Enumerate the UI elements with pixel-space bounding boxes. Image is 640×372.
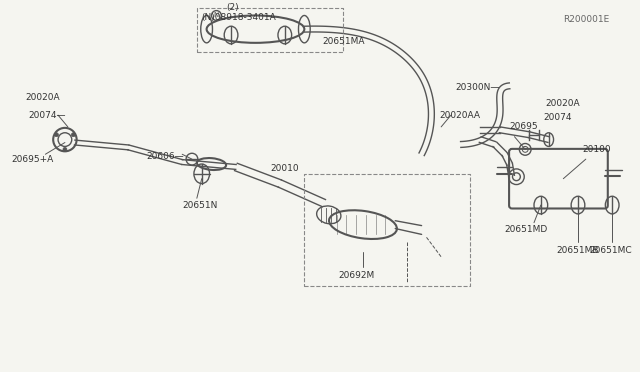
Text: (N)08918-3401A: (N)08918-3401A bbox=[202, 13, 276, 22]
Text: 20074—: 20074— bbox=[29, 110, 67, 120]
Text: 20651N: 20651N bbox=[182, 201, 218, 209]
Text: 20074: 20074 bbox=[544, 113, 572, 122]
Circle shape bbox=[54, 133, 58, 137]
Text: 20300N—: 20300N— bbox=[456, 83, 500, 92]
Text: 20695+A: 20695+A bbox=[11, 155, 53, 164]
Text: 20651MC: 20651MC bbox=[589, 246, 632, 254]
Text: N: N bbox=[214, 13, 219, 19]
Text: 20695: 20695 bbox=[509, 122, 538, 131]
Text: 20020A: 20020A bbox=[26, 93, 60, 102]
Circle shape bbox=[63, 147, 67, 151]
Text: 20651MB: 20651MB bbox=[557, 246, 599, 254]
Text: 20651MD: 20651MD bbox=[505, 225, 548, 234]
Text: 20020A: 20020A bbox=[546, 99, 580, 108]
Text: 20606—: 20606— bbox=[146, 152, 184, 161]
Text: (2): (2) bbox=[226, 3, 239, 12]
Text: 20692M: 20692M bbox=[339, 271, 375, 280]
Text: 20100: 20100 bbox=[582, 145, 611, 154]
Text: 20020AA: 20020AA bbox=[439, 110, 480, 120]
Text: 20651MA: 20651MA bbox=[322, 37, 364, 46]
Circle shape bbox=[72, 133, 76, 137]
Text: 20010: 20010 bbox=[270, 164, 299, 173]
Text: R200001E: R200001E bbox=[563, 15, 609, 24]
